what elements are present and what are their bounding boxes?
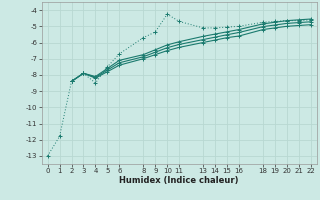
X-axis label: Humidex (Indice chaleur): Humidex (Indice chaleur) <box>119 176 239 185</box>
